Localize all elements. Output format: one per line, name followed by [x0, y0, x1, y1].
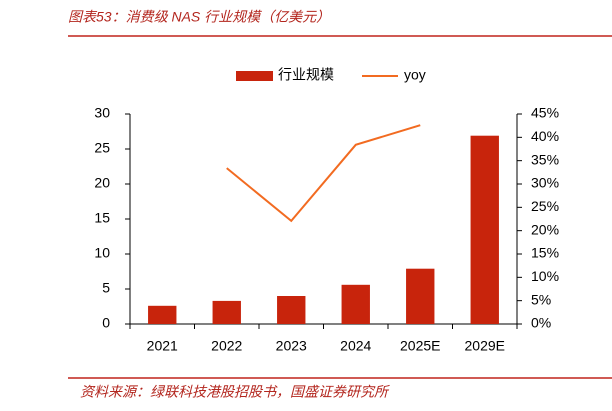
source: 资料来源：绿联科技港股招股书，国盛证券研究所 — [80, 384, 390, 400]
x-tick-label: 2024 — [340, 338, 371, 354]
y-tick-label: 30 — [94, 105, 110, 121]
y2-tick-label: 25% — [531, 198, 559, 214]
bar — [212, 300, 241, 324]
bar — [470, 135, 499, 324]
y-tick-label: 20 — [94, 175, 110, 191]
legend-label: yoy — [404, 67, 426, 83]
bar — [341, 284, 370, 324]
y-tick-label: 0 — [102, 315, 110, 331]
x-tick-label: 2022 — [211, 338, 242, 354]
y-tick-label: 5 — [102, 280, 110, 296]
y2-tick-label: 5% — [531, 291, 551, 307]
y-tick-label: 25 — [94, 140, 110, 156]
bar — [277, 296, 306, 324]
x-tick-label: 2029E — [465, 338, 505, 354]
y2-tick-label: 20% — [531, 221, 559, 237]
bar — [148, 305, 177, 324]
y2-tick-label: 10% — [531, 268, 559, 284]
chart-title: 图表53：消费级 NAS 行业规模（亿美元） — [68, 9, 330, 25]
y2-tick-label: 45% — [531, 105, 559, 121]
x-tick-label: 2021 — [147, 338, 178, 354]
y-tick-label: 10 — [94, 245, 110, 261]
bar — [406, 268, 435, 324]
legend-swatch — [236, 71, 273, 81]
y-tick-label: 15 — [94, 210, 110, 226]
y2-tick-label: 40% — [531, 128, 559, 144]
line — [226, 124, 421, 223]
x-tick-label: 2023 — [276, 338, 307, 354]
y2-tick-label: 15% — [531, 245, 559, 261]
y2-tick-label: 35% — [531, 151, 559, 167]
y2-tick-label: 30% — [531, 175, 559, 191]
y2-tick-label: 0% — [531, 315, 551, 331]
legend-label: 行业规模 — [278, 67, 334, 83]
x-tick-label: 2025E — [400, 338, 440, 354]
